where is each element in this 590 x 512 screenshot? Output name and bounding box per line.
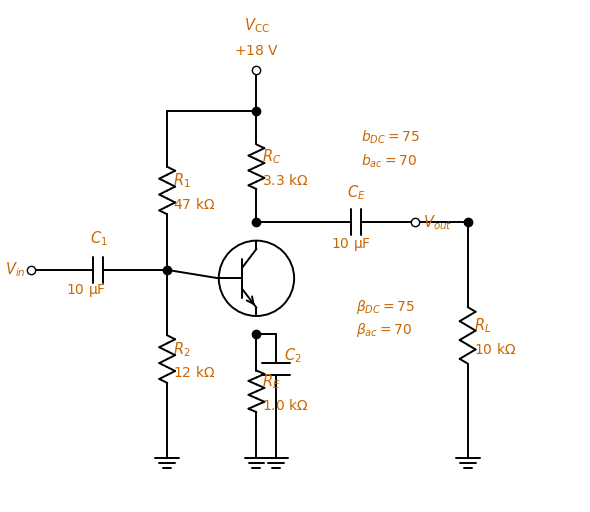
Text: $C_E$: $C_E$ xyxy=(348,184,366,202)
Text: $C_1$: $C_1$ xyxy=(90,229,107,248)
Text: $b_{DC} = 75$: $b_{DC} = 75$ xyxy=(360,129,419,146)
Text: $V_{\rm CC}$: $V_{\rm CC}$ xyxy=(244,16,270,35)
Text: $R_L$: $R_L$ xyxy=(474,316,491,335)
Text: $10\ \rm\mu F$: $10\ \rm\mu F$ xyxy=(66,282,106,299)
Text: $12\ \rm k\Omega$: $12\ \rm k\Omega$ xyxy=(173,366,215,380)
Text: $10\ \rm k\Omega$: $10\ \rm k\Omega$ xyxy=(474,342,516,357)
Text: $47\ \rm k\Omega$: $47\ \rm k\Omega$ xyxy=(173,197,215,212)
Text: $R_2$: $R_2$ xyxy=(173,340,191,358)
Text: $R_C$: $R_C$ xyxy=(263,147,281,166)
Text: $1.0\ \rm k\Omega$: $1.0\ \rm k\Omega$ xyxy=(263,398,309,413)
Text: $V_{in}$: $V_{in}$ xyxy=(5,261,25,279)
Text: $3.3\ \rm k\Omega$: $3.3\ \rm k\Omega$ xyxy=(263,173,309,188)
Text: $V_{out}$: $V_{out}$ xyxy=(423,213,452,231)
Text: $R_1$: $R_1$ xyxy=(173,172,191,190)
Text: $\beta_{DC} = 75$: $\beta_{DC} = 75$ xyxy=(356,297,415,315)
Text: $b_{ac} = 70$: $b_{ac} = 70$ xyxy=(360,153,417,170)
Text: $C_2$: $C_2$ xyxy=(284,346,302,365)
Text: $\beta_{ac} = 70$: $\beta_{ac} = 70$ xyxy=(356,322,412,339)
Text: $R_E$: $R_E$ xyxy=(263,372,281,391)
Text: $10\ \rm\mu F$: $10\ \rm\mu F$ xyxy=(330,236,371,253)
Text: $+18\ \rm V$: $+18\ \rm V$ xyxy=(234,44,279,58)
